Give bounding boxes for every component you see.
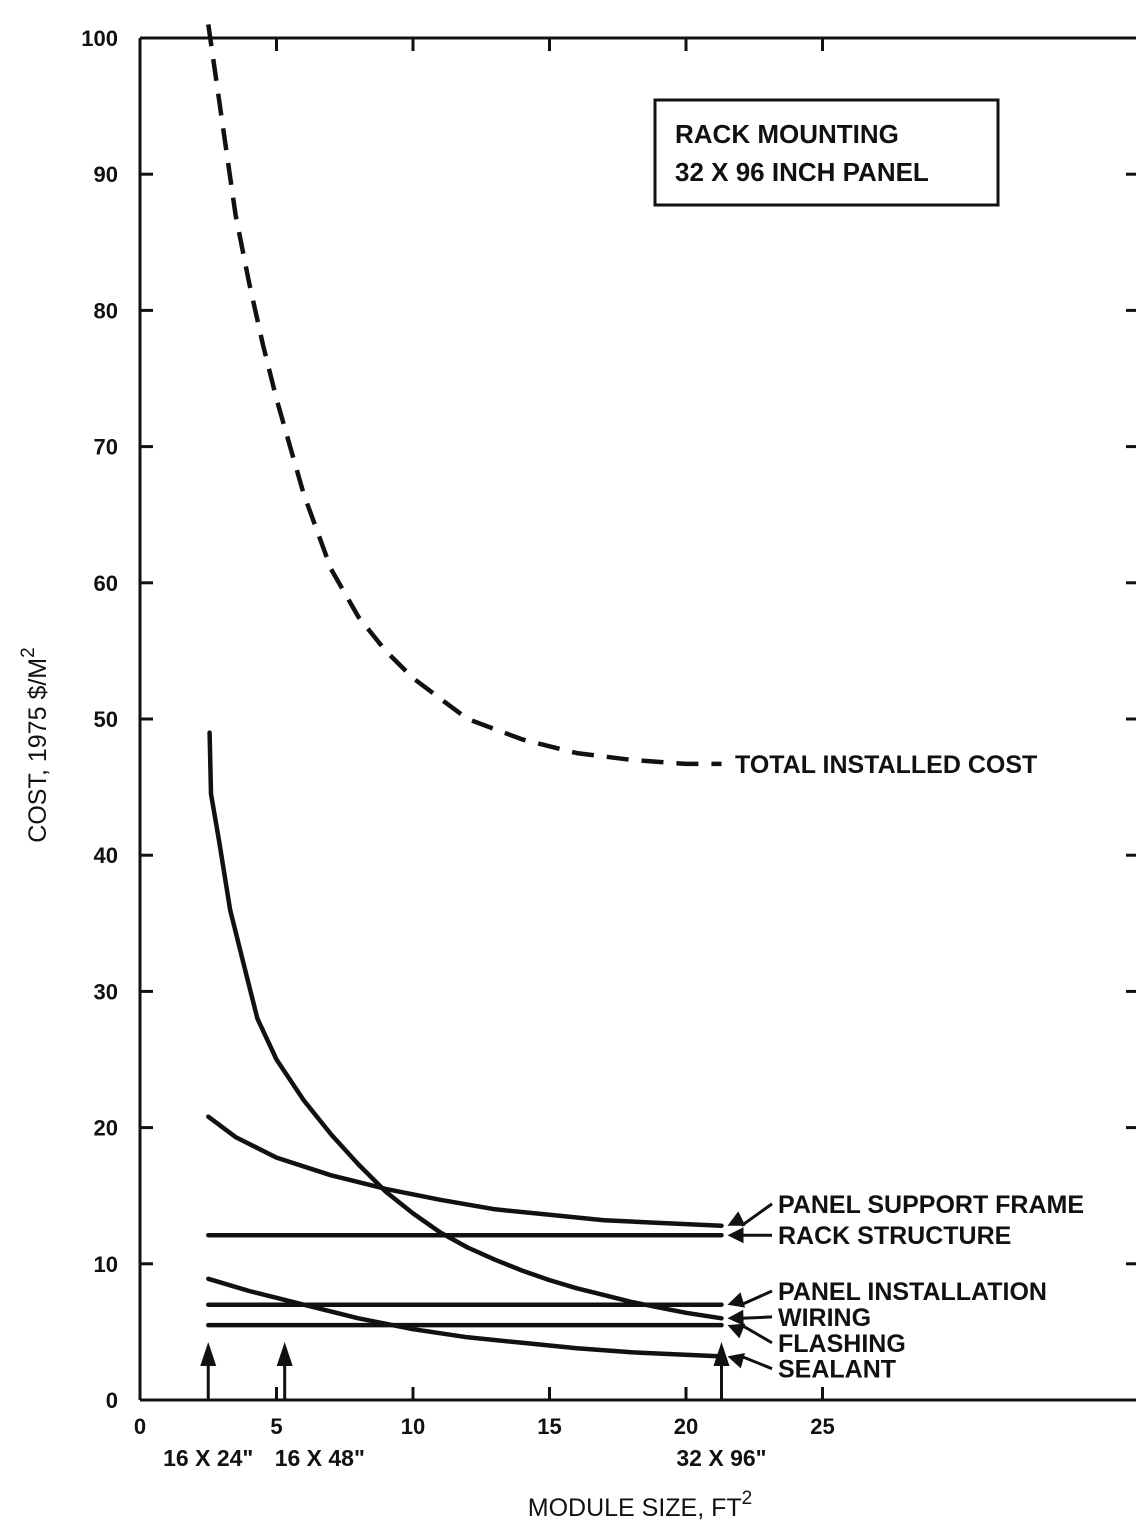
- y-axis-title-superscript: 2: [18, 647, 39, 658]
- x-tick-label: 5: [270, 1414, 282, 1439]
- series-line-panel-support-frame: [208, 1117, 721, 1226]
- series-label-wiring: WIRING: [778, 1304, 871, 1332]
- x-axis-title: MODULE SIZE, FT2: [528, 1488, 752, 1522]
- y-tick-label: 30: [94, 979, 118, 1004]
- y-tick-label: 80: [94, 298, 118, 323]
- marker-arrow: [200, 1342, 216, 1366]
- y-tick-label: 20: [94, 1116, 118, 1141]
- x-tick-label: 20: [674, 1414, 698, 1439]
- series-label-rack-structure: RACK STRUCTURE: [778, 1222, 1011, 1250]
- marker-arrow: [277, 1342, 293, 1366]
- leader-arrow-rack-structure: [728, 1227, 744, 1243]
- leader-arrow-sealant: [728, 1353, 746, 1368]
- leader-line-sealant: [741, 1356, 772, 1368]
- leader-arrow-wiring: [728, 1310, 744, 1326]
- annotation-box: [655, 100, 998, 205]
- series-label-sealant: SEALANT: [778, 1356, 896, 1384]
- leader-line-panel-support-frame: [741, 1204, 772, 1226]
- marker-label: 16 X 48": [275, 1445, 365, 1471]
- y-tick-label: 90: [94, 162, 118, 187]
- leader-arrow-panel-installation: [728, 1292, 746, 1307]
- x-tick-label: 10: [401, 1414, 425, 1439]
- leader-arrow-panel-support-frame: [728, 1211, 746, 1225]
- y-tick-label: 40: [94, 843, 118, 868]
- marker-label: 16 X 24": [163, 1445, 253, 1471]
- marker-label: 32 X 96": [676, 1445, 766, 1471]
- leader-line-wiring: [741, 1317, 772, 1318]
- leader-line-panel-installation: [741, 1291, 772, 1305]
- annotation-box-line: 32 X 96 INCH PANEL: [675, 157, 929, 187]
- series-line-total-installed-cost: [208, 24, 721, 764]
- series-label-panel-installation: PANEL INSTALLATION: [778, 1278, 1047, 1306]
- leader-line-flashing: [741, 1325, 772, 1343]
- x-axis-title-superscript: 2: [742, 1488, 753, 1509]
- y-tick-label: 70: [94, 435, 118, 460]
- y-tick-label: 100: [81, 26, 118, 51]
- y-tick-label: 0: [106, 1388, 118, 1413]
- series-label-total-installed-cost: TOTAL INSTALLED COST: [735, 751, 1037, 779]
- y-tick-label: 50: [94, 707, 118, 732]
- leader-arrow-flashing: [728, 1324, 746, 1339]
- y-tick-label: 60: [94, 571, 118, 596]
- series-label-panel-support-frame: PANEL SUPPORT FRAME: [778, 1191, 1084, 1219]
- x-tick-label: 15: [537, 1414, 561, 1439]
- y-axis-title: COST, 1975 $/M2: [18, 647, 52, 842]
- x-tick-label: 25: [810, 1414, 834, 1439]
- annotation-box-line: RACK MOUNTING: [675, 119, 899, 149]
- series-line-wiring: [210, 733, 722, 1319]
- y-tick-label: 10: [94, 1252, 118, 1277]
- series-label-flashing: FLASHING: [778, 1330, 906, 1358]
- x-tick-label: 0: [134, 1414, 146, 1439]
